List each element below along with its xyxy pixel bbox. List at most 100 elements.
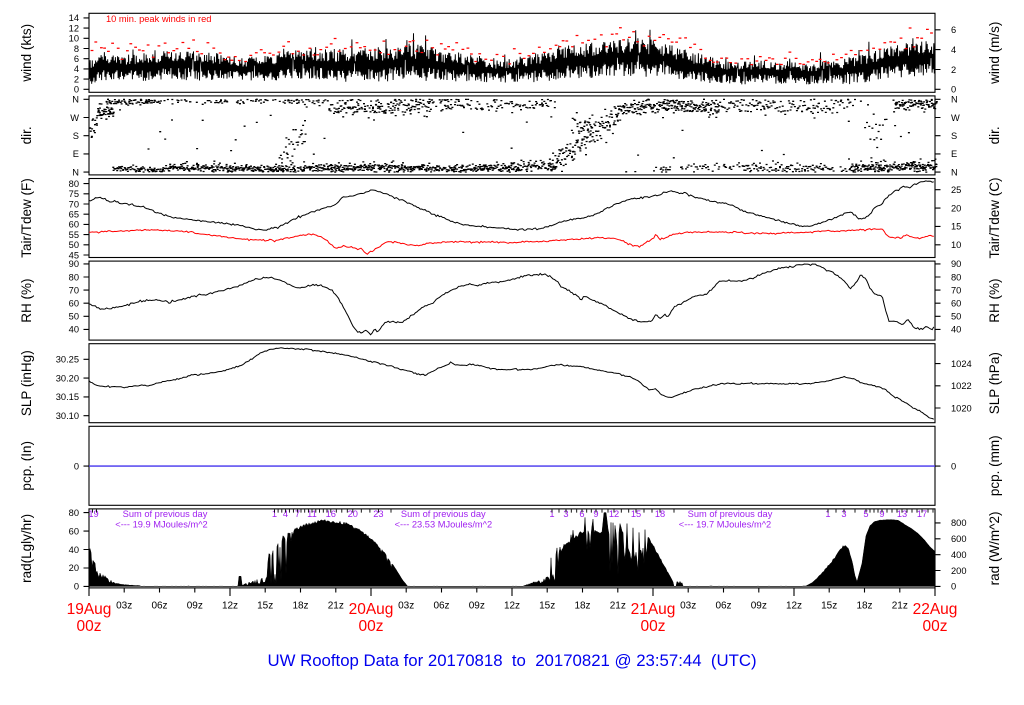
svg-text:N: N [72, 167, 79, 177]
svg-text:70: 70 [951, 285, 961, 295]
svg-text:75: 75 [69, 189, 79, 199]
svg-text:1020: 1020 [951, 403, 972, 413]
svg-text:<--- 23.53 MJoules/m^2: <--- 23.53 MJoules/m^2 [395, 520, 493, 530]
svg-text:1024: 1024 [951, 359, 972, 369]
svg-text:22Aug: 22Aug [913, 601, 958, 618]
svg-text:pcp. (mm): pcp. (mm) [987, 435, 1002, 496]
svg-text:12z: 12z [504, 601, 520, 612]
svg-text:15z: 15z [539, 601, 555, 612]
svg-text:12: 12 [69, 23, 79, 33]
svg-text:Sum of previous day: Sum of previous day [123, 509, 208, 519]
svg-text:Sum of previous day: Sum of previous day [688, 509, 773, 519]
svg-text:1022: 1022 [951, 381, 972, 391]
svg-text:06z: 06z [151, 601, 167, 612]
svg-text:90: 90 [951, 259, 961, 269]
svg-text:800: 800 [951, 518, 967, 528]
svg-text:30.25: 30.25 [56, 355, 79, 365]
svg-text:10: 10 [69, 34, 79, 44]
svg-text:60: 60 [69, 526, 79, 536]
svg-text:14: 14 [69, 13, 79, 23]
svg-text:16: 16 [326, 509, 336, 519]
svg-text:9: 9 [593, 509, 598, 519]
svg-text:S: S [73, 131, 79, 141]
svg-text:70: 70 [69, 199, 79, 209]
svg-text:0: 0 [951, 582, 956, 592]
svg-text:2: 2 [74, 74, 79, 84]
svg-text:1: 1 [825, 509, 830, 519]
svg-text:7: 7 [295, 509, 300, 519]
svg-text:6: 6 [579, 509, 584, 519]
svg-text:W: W [70, 113, 79, 123]
svg-text:03z: 03z [398, 601, 414, 612]
svg-text:45: 45 [69, 250, 79, 260]
svg-text:19Aug: 19Aug [67, 601, 112, 618]
svg-text:3: 3 [563, 509, 568, 519]
svg-text:9: 9 [879, 509, 884, 519]
svg-text:2: 2 [951, 65, 956, 75]
svg-text:15: 15 [951, 222, 961, 232]
svg-text:N: N [951, 167, 958, 177]
svg-text:4: 4 [74, 64, 79, 74]
svg-text:8: 8 [74, 44, 79, 54]
svg-text:W: W [951, 113, 960, 123]
svg-text:50: 50 [951, 312, 961, 322]
svg-text:dir.: dir. [19, 126, 34, 144]
svg-text:Sum of previous day: Sum of previous day [401, 509, 486, 519]
svg-text:N: N [951, 95, 958, 105]
svg-text:0: 0 [951, 461, 956, 471]
svg-text:E: E [73, 149, 79, 159]
svg-text:70: 70 [69, 285, 79, 295]
svg-text:12: 12 [609, 509, 619, 519]
svg-text:09z: 09z [469, 601, 485, 612]
svg-text:60: 60 [69, 299, 79, 309]
svg-text:4: 4 [283, 509, 288, 519]
svg-text:03z: 03z [680, 601, 696, 612]
svg-text:0: 0 [74, 461, 79, 471]
svg-text:60: 60 [69, 220, 79, 230]
svg-text:12z: 12z [222, 601, 238, 612]
svg-text:60: 60 [951, 299, 961, 309]
svg-text:55: 55 [69, 230, 79, 240]
svg-text:11: 11 [307, 509, 317, 519]
svg-text:E: E [951, 149, 957, 159]
svg-text:12z: 12z [786, 601, 802, 612]
svg-text:80: 80 [69, 508, 79, 518]
svg-text:N: N [72, 95, 79, 105]
svg-text:0: 0 [951, 85, 956, 95]
svg-text:Tair/Tdew (C): Tair/Tdew (C) [987, 177, 1002, 258]
svg-text:21z: 21z [892, 601, 908, 612]
svg-text:6: 6 [74, 54, 79, 64]
svg-text:09z: 09z [187, 601, 203, 612]
svg-text:20: 20 [348, 509, 358, 519]
svg-text:00z: 00z [923, 618, 948, 635]
svg-text:15: 15 [631, 509, 641, 519]
svg-text:18: 18 [655, 509, 665, 519]
svg-text:00z: 00z [359, 618, 384, 635]
svg-text:21z: 21z [328, 601, 344, 612]
svg-text:50: 50 [69, 312, 79, 322]
svg-text:21z: 21z [610, 601, 626, 612]
svg-text:wind (kts): wind (kts) [19, 24, 34, 83]
svg-text:SLP (inHg): SLP (inHg) [19, 350, 34, 416]
svg-text:20: 20 [69, 563, 79, 573]
svg-text:18z: 18z [574, 601, 590, 612]
svg-text:3: 3 [841, 509, 846, 519]
svg-text:13: 13 [897, 509, 907, 519]
svg-text:06z: 06z [715, 601, 731, 612]
svg-text:dir.: dir. [987, 126, 1002, 144]
svg-text:00z: 00z [641, 618, 666, 635]
svg-text:40: 40 [69, 545, 79, 555]
svg-text:400: 400 [951, 550, 967, 560]
svg-text:17: 17 [917, 509, 927, 519]
svg-text:15z: 15z [821, 601, 837, 612]
svg-text:<--- 19.7 MJoules/m^2: <--- 19.7 MJoules/m^2 [679, 520, 771, 530]
svg-text:80: 80 [69, 272, 79, 282]
svg-text:20Aug: 20Aug [349, 601, 394, 618]
svg-text:40: 40 [69, 325, 79, 335]
svg-text:09z: 09z [751, 601, 767, 612]
svg-text:23: 23 [373, 509, 383, 519]
svg-text:65: 65 [69, 210, 79, 220]
svg-text:RH (%): RH (%) [987, 278, 1002, 322]
svg-text:0: 0 [74, 582, 79, 592]
svg-text:50: 50 [69, 240, 79, 250]
